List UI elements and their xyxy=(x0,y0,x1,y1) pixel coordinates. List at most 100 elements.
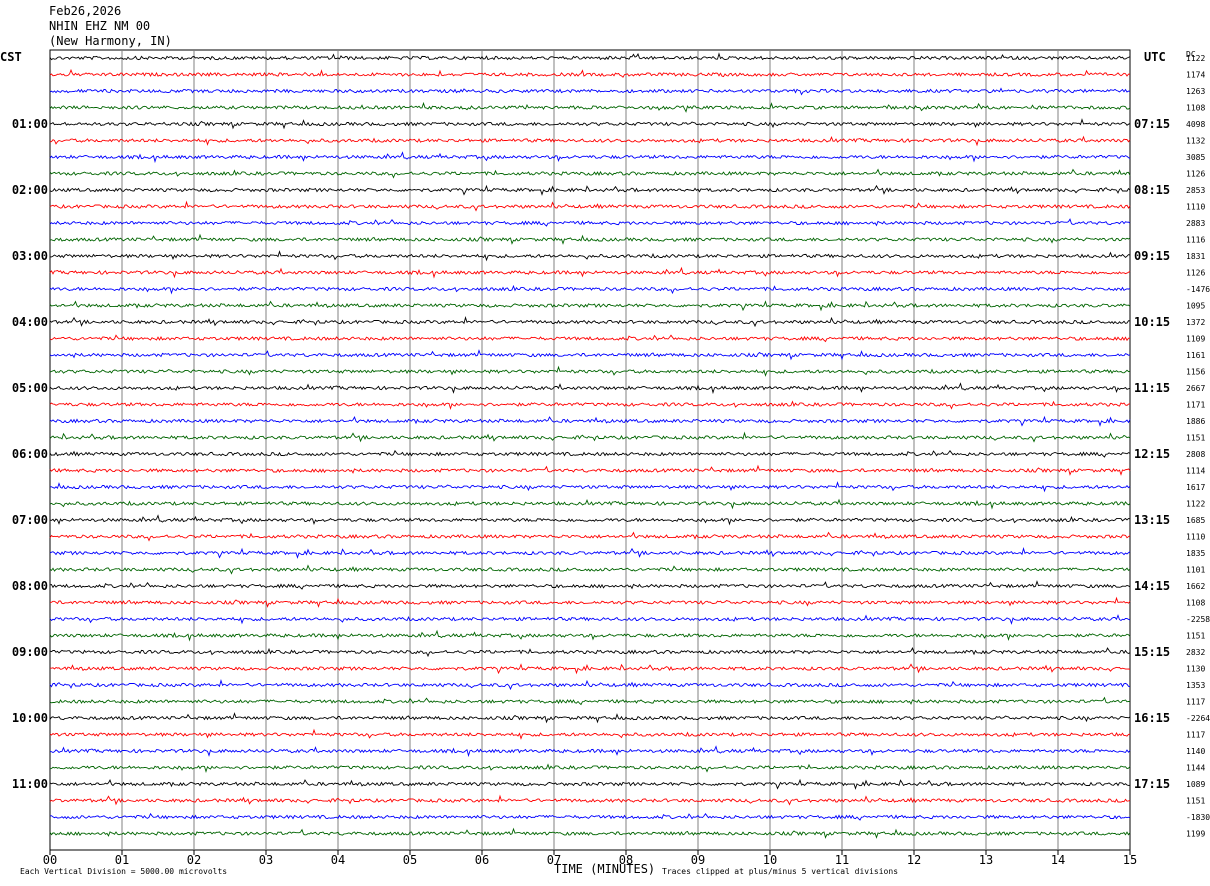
right-hour-label: 16:15 xyxy=(1134,711,1170,725)
scale-note: Each Vertical Division = 5000.00 microvo… xyxy=(20,867,228,876)
trace-line xyxy=(49,663,1131,675)
trace-line xyxy=(49,449,1131,458)
trace-line xyxy=(49,184,1131,196)
dc-offset-label: 1263 xyxy=(1186,87,1205,96)
x-tick-label: 09 xyxy=(691,853,705,867)
dc-offset-label: 1114 xyxy=(1186,467,1205,476)
dc-offset-label: 1110 xyxy=(1186,203,1205,212)
x-tick-label: 05 xyxy=(403,853,417,867)
dc-offset-label: -2264 xyxy=(1186,714,1210,723)
dc-offset-label: 1108 xyxy=(1186,599,1205,608)
trace-line xyxy=(49,498,1131,510)
dc-offset-label: 1101 xyxy=(1186,566,1205,575)
x-tick-label: 15 xyxy=(1123,853,1137,867)
trace-line xyxy=(49,745,1131,758)
left-hour-label: 01:00 xyxy=(12,117,48,131)
trace-line xyxy=(49,284,1131,295)
dc-offset-label: 1126 xyxy=(1186,269,1205,278)
dc-offset-label: 1372 xyxy=(1186,318,1205,327)
trace-line xyxy=(49,827,1131,839)
dc-offset-label: 1161 xyxy=(1186,351,1205,360)
dc-offset-label: 1151 xyxy=(1186,434,1205,443)
dc-offset-label: -2258 xyxy=(1186,615,1210,624)
trace-line xyxy=(49,514,1131,526)
dc-header-label: DC xyxy=(1186,50,1196,59)
trace-line xyxy=(49,200,1131,212)
right-hour-label: 15:15 xyxy=(1134,645,1170,659)
trace-line xyxy=(49,334,1130,343)
x-axis-label: TIME (MINUTES) xyxy=(554,862,656,876)
dc-offset-label: 1130 xyxy=(1186,665,1205,674)
right-hour-label: 11:15 xyxy=(1134,381,1170,395)
trace-line xyxy=(49,52,1131,61)
trace-line xyxy=(49,400,1131,411)
dc-offset-label: 2883 xyxy=(1186,219,1205,228)
dc-offset-label: 1835 xyxy=(1186,549,1205,558)
left-hour-label: 10:00 xyxy=(12,711,48,725)
left-hour-label: 09:00 xyxy=(12,645,48,659)
left-hour-label: 11:00 xyxy=(12,777,48,791)
trace-line xyxy=(49,315,1131,328)
right-hour-label: 08:15 xyxy=(1134,183,1170,197)
x-tick-label: 10 xyxy=(763,853,777,867)
dc-offset-label: 1132 xyxy=(1186,137,1205,146)
dc-offset-label: 1685 xyxy=(1186,516,1205,525)
plot-frame xyxy=(49,49,1131,851)
trace-line xyxy=(49,481,1131,493)
dc-offset-label: 1095 xyxy=(1186,302,1205,311)
dc-offset-label: -1476 xyxy=(1186,285,1210,294)
dc-offset-label: 2853 xyxy=(1186,186,1205,195)
station-label: NHIN EHZ NM 00 xyxy=(49,19,151,33)
trace-line xyxy=(49,531,1131,542)
trace-line xyxy=(49,678,1131,691)
trace-line xyxy=(49,300,1131,312)
right-hour-label: 17:15 xyxy=(1134,777,1170,791)
x-tick-label: 04 xyxy=(331,853,345,867)
x-tick-label: 08 xyxy=(619,853,633,867)
trace-line xyxy=(49,564,1131,575)
left-hour-label: 07:00 xyxy=(12,513,48,527)
dc-offset-label: 4098 xyxy=(1186,120,1205,129)
dc-offset-label: 1174 xyxy=(1186,71,1205,80)
trace-line xyxy=(49,415,1131,427)
dc-offset-label: 1831 xyxy=(1186,252,1205,261)
dc-offset-label: 1117 xyxy=(1186,731,1205,740)
right-hour-label: 10:15 xyxy=(1134,315,1170,329)
trace-line xyxy=(49,647,1131,658)
trace-line xyxy=(49,118,1131,130)
dc-offset-label: 1662 xyxy=(1186,582,1205,591)
trace-line xyxy=(49,68,1131,78)
dc-offset-label: 1144 xyxy=(1186,764,1205,773)
dc-offset-label: 3085 xyxy=(1186,153,1205,162)
clip-note: Traces clipped at plus/minus 5 vertical … xyxy=(662,867,899,876)
trace-line xyxy=(49,629,1131,642)
trace-line xyxy=(49,382,1131,395)
x-tick-label: 12 xyxy=(907,853,921,867)
right-hour-label: 09:15 xyxy=(1134,249,1170,263)
left-timezone-label: CST xyxy=(0,50,22,64)
left-hour-label: 04:00 xyxy=(12,315,48,329)
trace-line xyxy=(49,614,1131,625)
dc-offset-label: 1151 xyxy=(1186,797,1205,806)
trace-line xyxy=(49,135,1131,147)
trace-line xyxy=(49,794,1131,806)
x-tick-label: 06 xyxy=(475,853,489,867)
trace-line xyxy=(49,151,1131,164)
dc-offset-label: 1886 xyxy=(1186,417,1205,426)
x-tick-label: 02 xyxy=(187,853,201,867)
dc-offset-label: 1353 xyxy=(1186,681,1205,690)
left-hour-label: 06:00 xyxy=(12,447,48,461)
dc-offset-label: 1171 xyxy=(1186,401,1205,410)
trace-line xyxy=(49,233,1131,245)
trace-line xyxy=(49,546,1131,559)
trace-line xyxy=(49,431,1131,443)
dc-offset-label: 1140 xyxy=(1186,747,1205,756)
trace-line xyxy=(49,349,1131,361)
trace-line xyxy=(49,218,1131,227)
trace-line xyxy=(49,101,1131,113)
trace-line xyxy=(49,365,1131,377)
x-tick-label: 00 xyxy=(43,853,57,867)
right-hour-label: 12:15 xyxy=(1134,447,1170,461)
x-tick-label: 03 xyxy=(259,853,273,867)
